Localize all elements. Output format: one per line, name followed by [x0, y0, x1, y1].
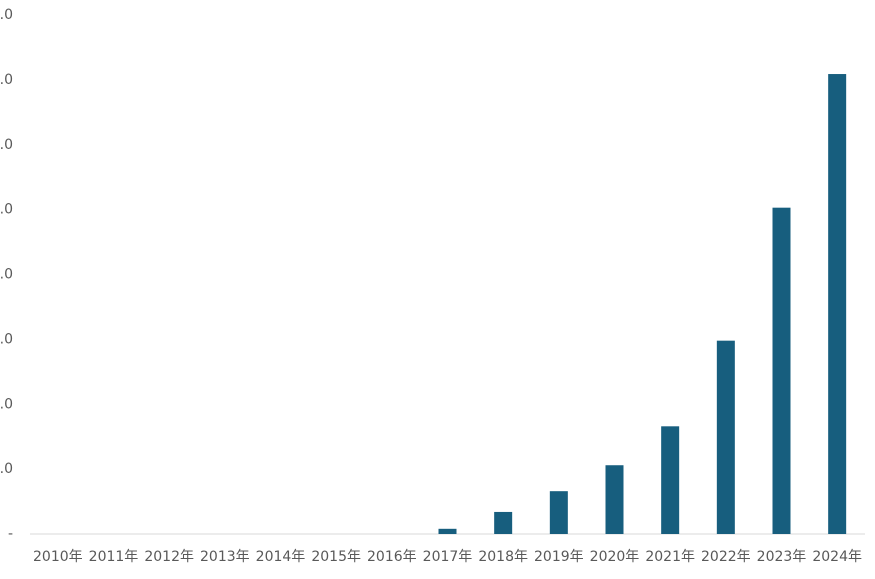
y-tick-label: .0 — [0, 267, 13, 283]
y-tick-label: .0 — [0, 396, 13, 412]
x-tick-label: 2022年 — [701, 549, 751, 565]
bar — [828, 74, 847, 534]
y-tick-label: .0 — [0, 461, 13, 477]
bar — [494, 511, 513, 534]
bar — [772, 207, 791, 534]
y-tick-label: .0 — [0, 202, 13, 218]
bar — [716, 340, 735, 534]
bar — [438, 528, 457, 534]
x-tick-label: 2019年 — [534, 549, 584, 565]
x-tick-label: 2020年 — [590, 549, 640, 565]
x-tick-label: 2014年 — [256, 549, 306, 565]
x-tick-label: 2013年 — [200, 549, 250, 565]
y-tick-label: .0 — [0, 72, 13, 88]
bar — [661, 426, 680, 534]
x-tick-label: 2015年 — [311, 549, 361, 565]
x-tick-label: 2011年 — [89, 549, 139, 565]
x-tick-label: 2016年 — [367, 549, 417, 565]
y-tick-label: - — [8, 526, 13, 542]
bar — [549, 491, 568, 534]
x-tick-label: 2023年 — [757, 549, 807, 565]
x-tick-label: 2017年 — [423, 549, 473, 565]
bar — [605, 465, 624, 534]
x-tick-label: 2024年 — [812, 549, 862, 565]
x-tick-label: 2021年 — [645, 549, 695, 565]
y-tick-label: .0 — [0, 331, 13, 347]
x-tick-label: 2012年 — [144, 549, 194, 565]
y-tick-label: .0 — [0, 137, 13, 153]
x-tick-label: 2018年 — [478, 549, 528, 565]
y-tick-label: .0 — [0, 7, 13, 23]
x-tick-label: 2010年 — [33, 549, 83, 565]
